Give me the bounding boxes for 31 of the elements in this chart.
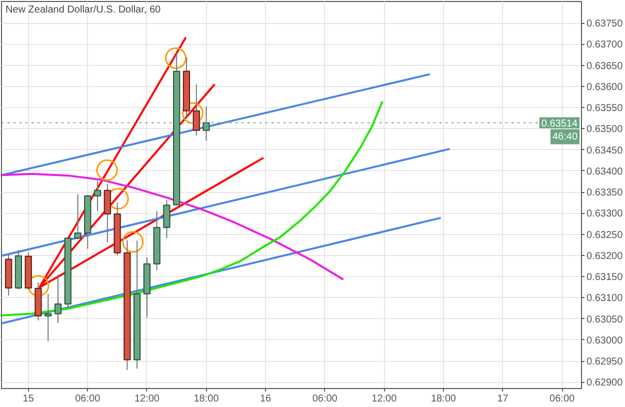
y-tick-label: 0.62900: [586, 378, 624, 389]
y-tick-label: 0.63500: [586, 124, 624, 136]
y-tick-label: 0.63600: [586, 82, 624, 93]
y-tick-label: 0.63300: [586, 208, 624, 220]
y-tick-label: 0.63550: [586, 103, 624, 114]
x-tick-label: 16: [260, 394, 272, 404]
x-tick-label: 12:00: [372, 394, 398, 404]
y-tick-label: 0.62950: [586, 356, 624, 368]
y-tick-label: 0.63450: [586, 145, 624, 156]
x-tick-label: 18:00: [430, 394, 456, 404]
x-tick-label: 06:00: [550, 394, 576, 404]
y-tick-label: 0.63050: [586, 314, 624, 326]
x-tick-label: 06:00: [312, 394, 338, 404]
y-tick-label: 0.63650: [586, 60, 624, 72]
y-tick-label: 0.63100: [586, 293, 624, 304]
x-tick-label: 06:00: [75, 394, 101, 404]
y-tick-label: 0.63200: [586, 250, 624, 262]
y-tick-label: 0.63400: [586, 166, 624, 178]
y-tick-label: 0.63250: [586, 230, 624, 241]
y-tick-label: 0.63750: [586, 18, 624, 30]
ref-line-label: 0.63514: [541, 118, 578, 130]
x-tick-label: 18:00: [194, 394, 220, 404]
x-tick-label: 15: [22, 394, 34, 404]
y-tick-label: 0.63700: [586, 40, 624, 51]
y-tick-label: 0.63000: [586, 335, 624, 346]
annotation: 46:40: [552, 131, 578, 142]
x-tick-label: 17: [497, 394, 509, 404]
x-tick-label: 12:00: [134, 394, 160, 404]
chart-title: New Zealand Dollar/U.S. Dollar, 60: [6, 4, 162, 16]
y-tick-label: 0.63150: [586, 272, 624, 284]
y-tick-label: 0.63350: [586, 188, 624, 199]
